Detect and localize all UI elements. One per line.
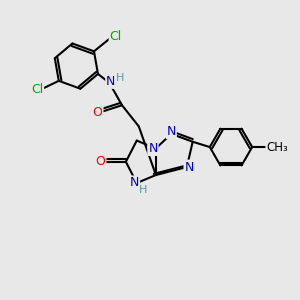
Text: H: H <box>116 73 124 82</box>
Text: O: O <box>96 155 106 168</box>
Text: O: O <box>93 106 103 119</box>
Text: Cl: Cl <box>110 30 122 43</box>
Text: H: H <box>139 185 147 195</box>
Text: N: N <box>167 125 176 138</box>
Text: N: N <box>130 176 139 190</box>
Text: Cl: Cl <box>31 83 43 96</box>
Text: N: N <box>106 75 116 88</box>
Text: CH₃: CH₃ <box>266 141 288 154</box>
Text: N: N <box>148 142 158 155</box>
Text: N: N <box>184 160 194 174</box>
